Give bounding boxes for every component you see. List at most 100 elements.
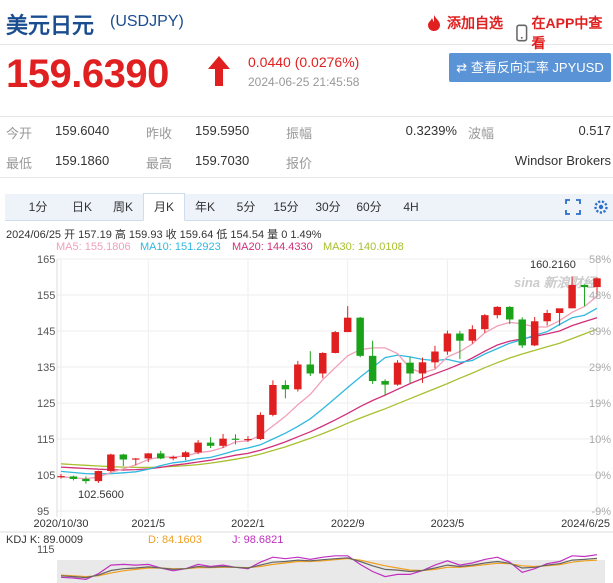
- add-watchlist-label: 添加自选: [447, 15, 503, 31]
- tab-4h[interactable]: 4H: [403, 200, 419, 214]
- candle-body: [319, 352, 327, 374]
- candle-up: [219, 433, 227, 448]
- candle-body: [468, 329, 477, 341]
- current-price: 159.6390: [6, 52, 169, 96]
- kdj-d-line: [60, 558, 598, 578]
- pct-tick-label: 19%: [589, 398, 611, 410]
- period-tabs: 1分 日K 周K 月K 年K 5分 15分 30分 60分 4H: [5, 193, 613, 221]
- tab-weekly[interactable]: 周K: [112, 200, 133, 214]
- low-value: 159.1860: [55, 153, 110, 168]
- ma5-legend: MA5: 155.1806: [56, 241, 131, 253]
- candle-down: [406, 356, 414, 383]
- kdj-top-tick: 115: [37, 544, 55, 556]
- open-app-label: 在APP中查看: [531, 15, 603, 51]
- candle-body: [181, 452, 190, 457]
- tab-5min[interactable]: 5分: [236, 200, 256, 214]
- candle-up: [418, 357, 427, 383]
- fullscreen-icon[interactable]: [565, 199, 581, 215]
- pct-tick-label: 0%: [595, 470, 611, 482]
- amplitude-label: 振幅: [286, 126, 313, 141]
- y-tick-label: 165: [37, 254, 55, 266]
- tab-1min[interactable]: 1分: [28, 200, 48, 214]
- open-value: 159.6040: [55, 123, 110, 138]
- sina-watermark: sina 新浪财经: [514, 275, 598, 290]
- candle-body: [256, 414, 265, 439]
- ohlc-summary: 2024/06/25 开 157.19 高 159.93 收 159.64 低 …: [6, 229, 322, 241]
- tab-monthly[interactable]: 月K: [143, 193, 185, 221]
- tab-yearly[interactable]: 年K: [194, 200, 215, 214]
- ma10-line: [60, 307, 598, 475]
- candle-up: [94, 470, 103, 483]
- candle-body: [194, 442, 202, 453]
- pct-tick-label: 58%: [589, 254, 611, 266]
- range-label: 波幅: [468, 126, 495, 141]
- candle-body: [443, 333, 452, 352]
- candle-up: [144, 453, 152, 463]
- candle-body: [506, 306, 514, 320]
- open-label: 今开: [6, 126, 33, 141]
- candle-up: [593, 277, 601, 297]
- y-tick-label: 145: [37, 326, 55, 338]
- high-value: 159.7030: [195, 153, 250, 168]
- candle-body: [343, 317, 352, 333]
- y-tick-label: 155: [37, 290, 55, 302]
- candle-down: [231, 434, 240, 445]
- candle-up: [543, 309, 551, 326]
- amplitude-value: 0.3239%: [405, 123, 457, 138]
- add-watchlist-button[interactable]: 添加自选: [425, 13, 503, 33]
- candle-body: [406, 362, 414, 374]
- candle-down: [281, 380, 290, 399]
- quote-header: 美元日元 (USDJPY) 添加自选 在APP中查看: [0, 0, 613, 51]
- candle-body: [393, 362, 402, 385]
- candle-body: [57, 476, 65, 478]
- open-app-button[interactable]: 在APP中查看: [516, 13, 613, 53]
- tab-60min[interactable]: 60分: [356, 200, 382, 214]
- quote-time: 2024-06-25 21:45:58: [248, 75, 360, 89]
- tab-15min[interactable]: 15分: [273, 200, 299, 214]
- candle-body: [156, 453, 165, 459]
- fire-icon: [428, 15, 440, 31]
- candle-body: [481, 315, 489, 330]
- candle-up: [269, 380, 277, 417]
- candle-body: [281, 385, 290, 390]
- candlestick-chart[interactable]: sina 新浪财经 165 58% 155 48% 145 39% 135 29% 125 19%…: [0, 253, 613, 583]
- candle-body: [381, 381, 389, 385]
- candle-body: [368, 355, 377, 382]
- settings-icon[interactable]: [593, 198, 609, 216]
- candle-up: [555, 308, 564, 326]
- candle-down: [306, 351, 315, 376]
- candle-body: [132, 458, 140, 460]
- candle-body: [231, 438, 240, 440]
- candle-body: [456, 333, 464, 341]
- candle-up: [132, 458, 140, 466]
- kdj-d-legend: D: 84.1603: [148, 534, 202, 546]
- candle-down: [518, 317, 526, 348]
- x-tick-label: 2021/5: [131, 518, 165, 530]
- candle-body: [169, 457, 177, 459]
- range-value: 0.517: [578, 123, 611, 138]
- candle-body: [269, 385, 277, 415]
- quote-source-value: Windsor Brokers: [514, 153, 611, 168]
- candle-up: [343, 306, 352, 333]
- candle-down: [368, 340, 377, 384]
- candle-up: [57, 473, 65, 479]
- pct-tick-label: 39%: [589, 326, 611, 338]
- candle-up: [481, 314, 489, 333]
- candle-up: [294, 360, 302, 392]
- candle-down: [456, 331, 464, 360]
- y-tick-label: 115: [37, 434, 55, 446]
- candle-up: [393, 360, 402, 386]
- tab-daily[interactable]: 日K: [71, 200, 92, 214]
- candle-body: [69, 476, 78, 479]
- candle-body: [418, 362, 427, 374]
- candle-body: [94, 471, 103, 482]
- candle-down: [82, 476, 90, 484]
- candle-body: [530, 321, 539, 346]
- reverse-rate-button[interactable]: ⇄ 查看反向汇率 JPYUSD: [449, 53, 611, 82]
- tab-30min[interactable]: 30分: [315, 200, 341, 214]
- candle-down: [119, 453, 128, 466]
- candle-up: [256, 412, 265, 441]
- kdj-k-line: [60, 557, 598, 579]
- arrow-up-icon: [208, 56, 230, 86]
- swap-icon: ⇄: [456, 60, 468, 75]
